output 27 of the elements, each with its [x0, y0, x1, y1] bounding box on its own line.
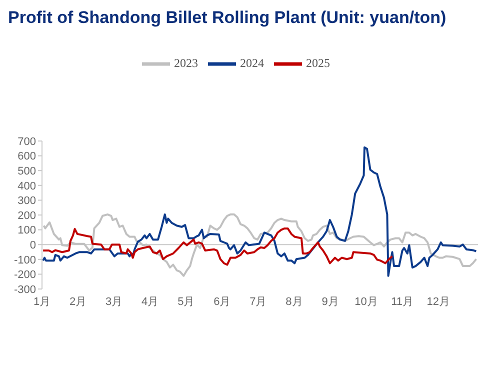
x-tick-label: 6月: [214, 296, 231, 308]
x-tick-label: 1月: [33, 296, 51, 308]
x-tick-label: 11月: [391, 296, 414, 308]
y-tick-label: -300: [14, 284, 36, 296]
y-tick-label: 0: [30, 240, 36, 252]
x-tick-label: 12月: [426, 296, 450, 308]
y-tick-label: -200: [14, 269, 36, 282]
x-tick-label: 4月: [142, 296, 159, 308]
y-tick-label: 500: [18, 166, 36, 178]
y-tick-label: 100: [18, 224, 36, 237]
y-tick-label: 200: [18, 210, 36, 222]
y-tick-label: 300: [18, 195, 36, 208]
y-tick-label: 600: [18, 150, 36, 163]
x-tick-label: 5月: [178, 296, 195, 308]
x-tick-label: 10月: [354, 296, 378, 308]
y-tick-label: 700: [18, 136, 36, 148]
chart-title: Profit of Shandong Billet Rolling Plant (Unit: yuan/ton): [8, 8, 446, 28]
y-tick-label: 400: [18, 180, 36, 192]
x-tick-label: 3月: [106, 296, 123, 308]
y-tick-label: -100: [14, 254, 36, 266]
legend-label: 2024: [240, 56, 264, 70]
x-tick-label: 9月: [322, 296, 339, 308]
x-tick-label: 8月: [286, 296, 303, 308]
legend-label: 2025: [306, 56, 330, 70]
x-tick-label: 2月: [69, 296, 87, 308]
x-tick-label: 7月: [250, 296, 267, 308]
legend-label: 2023: [174, 56, 198, 70]
